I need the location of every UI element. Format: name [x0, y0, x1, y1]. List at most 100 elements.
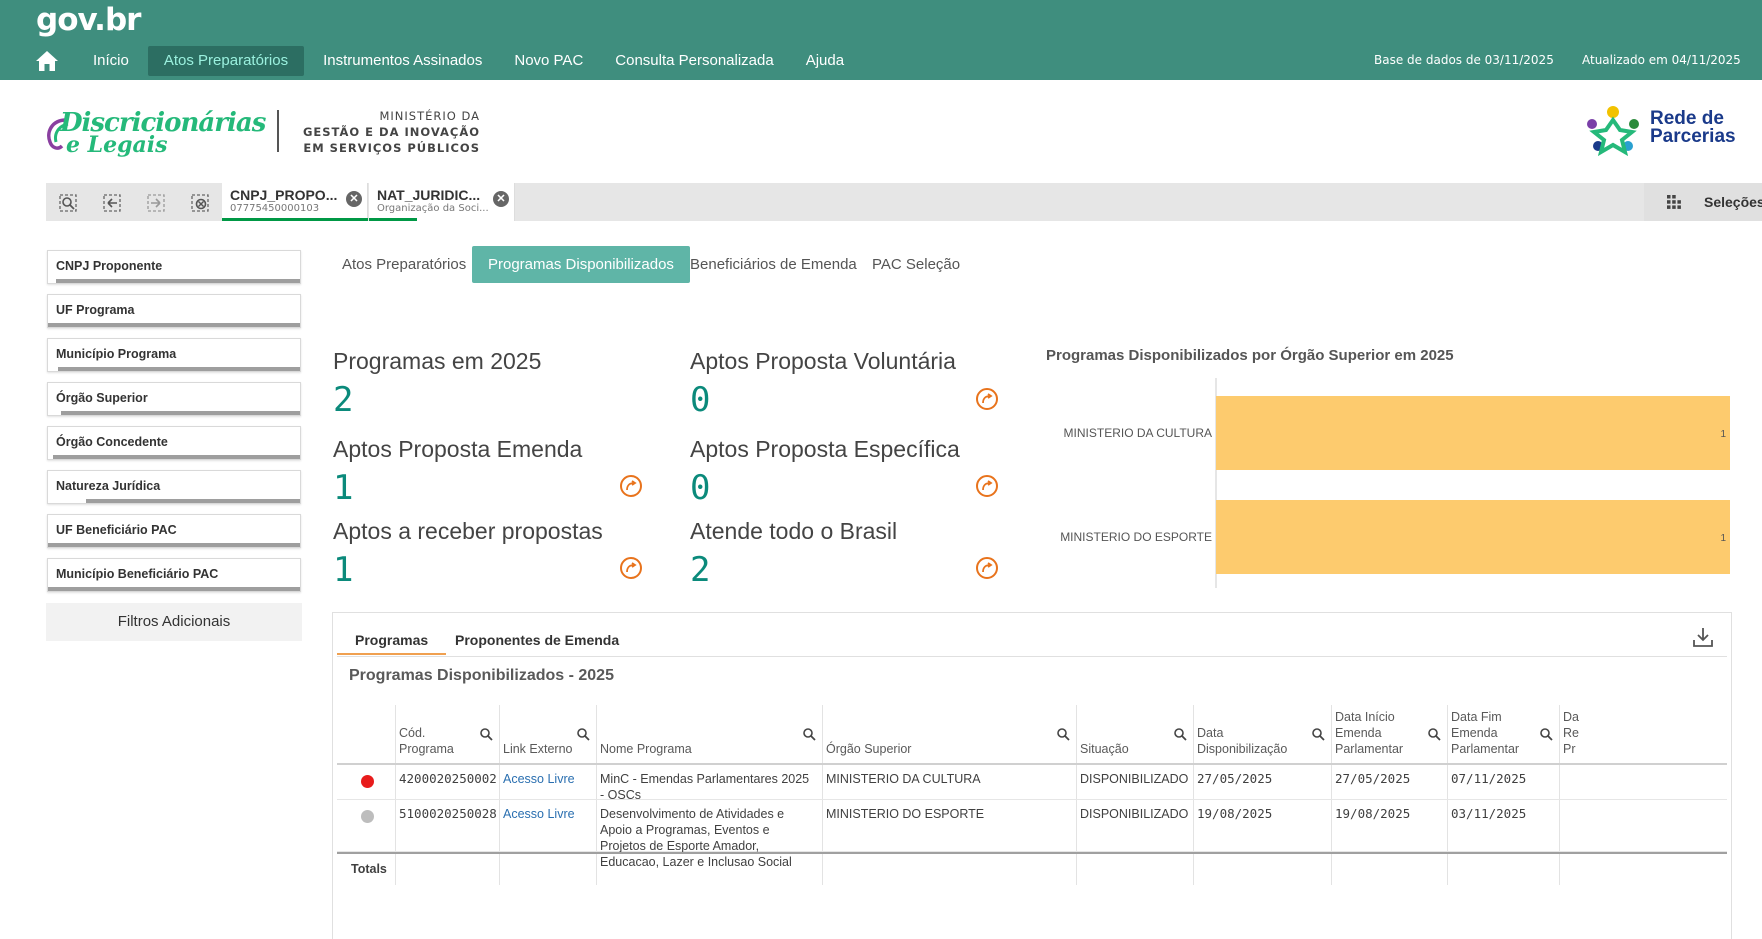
column-header-label: Link Externo — [503, 742, 573, 756]
cell-codigo: 4200020250002 — [399, 771, 497, 786]
cell-codigo: 5100020250028 — [399, 806, 497, 821]
chip-state-bar — [222, 218, 368, 221]
panel-tab-divider — [337, 656, 1727, 657]
kpi-especifica-value: 0 — [690, 468, 711, 508]
cell-nome: Desenvolvimento de Atividades e Apoio a … — [600, 807, 792, 869]
filter-municipio-programa[interactable]: Município Programa — [47, 338, 301, 372]
clear-selections-icon[interactable] — [190, 193, 210, 213]
nav-instrumentos-assinados[interactable]: Instrumentos Assinados — [323, 52, 483, 69]
filter-state-fill — [48, 411, 61, 415]
filter-state-bar — [48, 279, 300, 283]
filter-orgao-superior[interactable]: Órgão Superior — [47, 382, 301, 416]
search-icon[interactable] — [1056, 727, 1070, 741]
column-header-label: Nome Programa — [600, 742, 692, 756]
search-icon[interactable] — [802, 727, 816, 741]
filter-cnpj-proponente[interactable]: CNPJ Proponente — [47, 250, 301, 284]
search-icon[interactable] — [479, 727, 493, 741]
search-icon[interactable] — [576, 727, 590, 741]
govbr-logo[interactable]: gov.br — [36, 2, 141, 38]
selections-label: Seleções — [1704, 194, 1762, 210]
kpi-programs-label: Programas em 2025 — [333, 348, 542, 374]
home-icon[interactable] — [34, 48, 60, 74]
kpi-brasil-link-icon[interactable] — [975, 556, 999, 580]
tab-programas-disponibilizados[interactable]: Programas Disponibilizados — [472, 246, 690, 283]
tab-pac-selecao[interactable]: PAC Seleção — [872, 256, 961, 273]
step-forward-icon[interactable] — [146, 193, 166, 213]
kpi-voluntaria-link-icon[interactable] — [975, 387, 999, 411]
search-icon[interactable] — [1311, 727, 1325, 741]
filter-state-bar — [48, 411, 300, 415]
kpi-programs-value: 2 — [333, 380, 354, 420]
column-header[interactable]: Nome Programa — [596, 705, 822, 763]
database-date: Base de dados de 03/11/2025 — [1374, 53, 1554, 67]
column-divider — [1193, 705, 1194, 885]
chart-bar[interactable] — [1216, 396, 1730, 470]
close-icon[interactable]: ✕ — [493, 191, 509, 207]
kpi-receber-link-icon[interactable] — [619, 556, 643, 580]
kpi-especifica-link-icon[interactable] — [975, 474, 999, 498]
column-divider — [1559, 705, 1560, 885]
tab-beneficiarios-de-emenda[interactable]: Beneficiários de Emenda — [690, 256, 857, 273]
kpi-brasil-label: Atende todo o Brasil — [690, 518, 898, 544]
selections-button[interactable]: Seleções — [1644, 183, 1762, 221]
column-header[interactable]: Órgão Superior — [822, 705, 1076, 763]
cell-situacao: DISPONIBILIZADO — [1080, 772, 1189, 786]
status-grey-dot-icon[interactable] — [361, 810, 374, 823]
star-people-icon — [1587, 106, 1639, 156]
cell-data-ini: 27/05/2025 — [1335, 771, 1411, 786]
column-header[interactable]: Data Início Emenda Parlamentar — [1331, 705, 1447, 763]
swirl-logo-icon — [47, 118, 69, 150]
filter-label: Natureza Jurídica — [56, 479, 161, 493]
column-header-label: Data Disponibilização — [1197, 726, 1288, 756]
chart-title: Programas Disponibilizados por Órgão Sup… — [1046, 347, 1454, 364]
cell-data-disp: 27/05/2025 — [1197, 771, 1273, 786]
column-header-label: Cód. Programa — [399, 726, 454, 756]
search-icon[interactable] — [1539, 727, 1553, 741]
cell-orgao: MINISTERIO DO ESPORTE — [826, 807, 985, 821]
filter-municipio-beneficiario-pac[interactable]: Município Beneficiário PAC — [47, 558, 301, 592]
kpi-emenda-link-icon[interactable] — [619, 474, 643, 498]
nav-atos-preparatorios[interactable]: Atos Preparatórios — [147, 46, 305, 76]
filter-uf-programa[interactable]: UF Programa — [47, 294, 301, 328]
cell-data-disp: 19/08/2025 — [1197, 806, 1273, 821]
nav-ajuda[interactable]: Ajuda — [805, 52, 845, 69]
chart-value-label: 1 — [1720, 429, 1726, 440]
column-header[interactable]: Da Re Pr — [1559, 705, 1727, 763]
filter-orgao-concedente[interactable]: Órgão Concedente — [47, 426, 301, 460]
ministry-line-3: EM SERVIÇOS PÚBLICOS — [303, 141, 480, 155]
filter-label: Município Programa — [56, 347, 177, 361]
panel-tab-proponentes-de-emenda[interactable]: Proponentes de Emenda — [455, 632, 620, 648]
column-header[interactable]: Situação — [1076, 705, 1193, 763]
column-header[interactable]: Data Disponibilização — [1193, 705, 1331, 763]
selection-chip-nat-juridica[interactable]: NAT_JURIDIC... Organização da Soci... ✕ — [369, 183, 515, 221]
external-link[interactable]: Acesso Livre — [503, 772, 575, 786]
filter-natureza-juridica[interactable]: Natureza Jurídica — [47, 470, 301, 504]
search-icon[interactable] — [1427, 727, 1441, 741]
filter-label: Município Beneficiário PAC — [56, 567, 219, 581]
chart-bar[interactable] — [1216, 500, 1730, 574]
kpi-especifica-label: Aptos Proposta Específica — [690, 436, 960, 462]
nav-novo-pac[interactable]: Novo PAC — [514, 52, 584, 69]
panel-tab-programas[interactable]: Programas — [337, 625, 447, 655]
close-icon[interactable]: ✕ — [346, 191, 362, 207]
selection-chip-cnpj[interactable]: CNPJ_PROPO... 07775450000103 ✕ — [222, 183, 368, 221]
column-header[interactable]: Link Externo — [499, 705, 596, 763]
column-header[interactable]: Data Fim Emenda Parlamentar — [1447, 705, 1559, 763]
search-icon[interactable] — [1173, 727, 1187, 741]
nav-consulta-personalizada[interactable]: Consulta Personalizada — [615, 52, 774, 69]
external-link[interactable]: Acesso Livre — [503, 807, 575, 821]
smart-search-icon[interactable] — [58, 193, 78, 213]
download-icon[interactable] — [1691, 625, 1715, 649]
additional-filters-button[interactable]: Filtros Adicionais — [46, 603, 302, 641]
nav-inicio[interactable]: Início — [93, 52, 129, 69]
step-back-icon[interactable] — [102, 193, 122, 213]
column-header[interactable]: Cód. Programa — [395, 705, 499, 763]
status-red-dot-icon[interactable] — [361, 775, 374, 788]
table-row[interactable]: 4200020250002 Acesso Livre MinC - Emendas … — [337, 765, 1727, 802]
tab-atos-preparatorios[interactable]: Atos Preparatórios — [342, 256, 467, 273]
column-divider — [1447, 705, 1448, 885]
totals-label: Totals — [351, 862, 387, 876]
table-row[interactable]: 5100020250028 Acesso Livre Desenvolvimento… — [337, 800, 1727, 869]
ministry-logo: MINISTÉRIO DA GESTÃO E DA INOVAÇÃO EM SE… — [300, 108, 480, 156]
filter-uf-beneficiario-pac[interactable]: UF Beneficiário PAC — [47, 514, 301, 548]
